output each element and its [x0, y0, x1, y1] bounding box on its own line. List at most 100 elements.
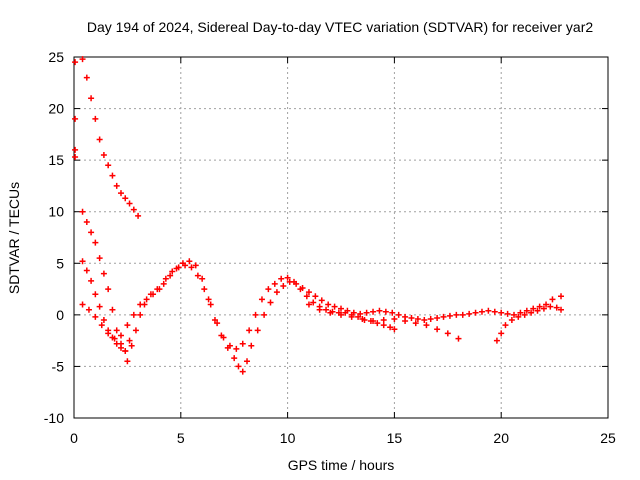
- data-point: [72, 115, 79, 122]
- plot-frame: [73, 56, 609, 419]
- data-point: [534, 307, 541, 314]
- y-tick-label: 20: [48, 101, 64, 117]
- data-point: [233, 345, 240, 352]
- data-point: [109, 172, 116, 179]
- data-point: [169, 268, 176, 275]
- data-point: [402, 318, 409, 325]
- data-point: [224, 344, 231, 351]
- data-point: [312, 293, 319, 300]
- data-point: [299, 285, 306, 292]
- y-tick-label: -5: [52, 358, 65, 374]
- data-point: [258, 296, 265, 303]
- data-point: [128, 342, 135, 349]
- data-point: [543, 301, 550, 308]
- data-point: [105, 330, 112, 337]
- data-point: [528, 309, 535, 316]
- data-point: [547, 303, 554, 310]
- data-point: [92, 115, 99, 122]
- data-point: [408, 314, 415, 321]
- data-point: [267, 299, 274, 306]
- data-point: [231, 355, 238, 362]
- data-point: [199, 275, 206, 282]
- chart-title: Day 194 of 2024, Sidereal Day-to-day VTE…: [87, 19, 593, 35]
- data-point: [72, 146, 79, 153]
- x-tick-label: 10: [280, 430, 296, 446]
- data-point: [244, 358, 251, 365]
- data-point: [261, 311, 268, 318]
- series-trace-3: [79, 258, 129, 354]
- data-point: [83, 219, 90, 226]
- data-point: [440, 313, 447, 320]
- data-point: [271, 280, 278, 287]
- data-point: [100, 151, 107, 158]
- data-point: [109, 306, 116, 313]
- data-point: [192, 262, 199, 269]
- data-point: [344, 307, 351, 314]
- data-point: [92, 291, 99, 298]
- data-point: [530, 305, 537, 312]
- data-point: [327, 309, 334, 316]
- data-point: [154, 286, 161, 293]
- data-point: [88, 277, 95, 284]
- data-point: [135, 212, 142, 219]
- x-axis-label: GPS time / hours: [288, 457, 395, 473]
- data-point: [122, 195, 129, 202]
- data-point: [350, 309, 357, 316]
- data-point: [421, 317, 428, 324]
- data-point: [549, 296, 556, 303]
- data-point: [186, 258, 193, 265]
- data-point: [380, 322, 387, 329]
- data-point: [310, 299, 317, 306]
- data-point: [391, 315, 398, 322]
- data-point: [478, 308, 485, 315]
- data-point: [211, 317, 218, 324]
- data-points: [72, 56, 565, 375]
- data-point: [389, 309, 396, 316]
- data-point: [521, 311, 528, 318]
- x-tick-label: 20: [493, 430, 509, 446]
- series-trace-2: [79, 208, 133, 354]
- data-point: [205, 296, 212, 303]
- data-point: [105, 162, 112, 169]
- data-point: [280, 282, 287, 289]
- y-tick-label: 15: [48, 152, 64, 168]
- data-point: [254, 327, 261, 334]
- data-point: [194, 272, 201, 279]
- data-point: [459, 311, 466, 318]
- data-point: [485, 307, 492, 314]
- data-point: [338, 311, 344, 318]
- x-tick-label: 5: [177, 430, 185, 446]
- y-tick-label: 10: [48, 204, 64, 220]
- data-point: [100, 317, 107, 324]
- data-point: [387, 324, 394, 331]
- data-point: [188, 264, 195, 271]
- data-point: [72, 154, 79, 161]
- y-axis-label: SDTVAR / TECUs: [6, 182, 22, 294]
- series-trace-4: [79, 262, 398, 352]
- data-point: [265, 286, 272, 293]
- data-point: [105, 286, 112, 293]
- data-point: [515, 313, 522, 320]
- data-point: [316, 306, 323, 313]
- data-point: [370, 318, 377, 325]
- data-point: [248, 342, 255, 349]
- data-point: [374, 320, 381, 327]
- data-point: [434, 314, 441, 321]
- data-point: [239, 368, 246, 375]
- data-point: [331, 303, 338, 310]
- x-tick-labels: 0 5 10 15 20 25: [70, 430, 616, 446]
- data-point: [141, 301, 148, 308]
- data-point: [553, 304, 560, 311]
- y-tick-label: 5: [56, 255, 64, 271]
- data-point: [348, 313, 355, 320]
- x-tick-label: 25: [600, 430, 616, 446]
- data-point: [92, 239, 99, 246]
- data-point: [293, 280, 300, 287]
- data-point: [338, 305, 344, 312]
- data-point: [359, 315, 366, 322]
- data-point: [286, 278, 293, 285]
- data-point: [504, 310, 511, 317]
- data-point: [536, 303, 543, 310]
- data-point: [273, 289, 280, 296]
- data-point: [252, 311, 259, 318]
